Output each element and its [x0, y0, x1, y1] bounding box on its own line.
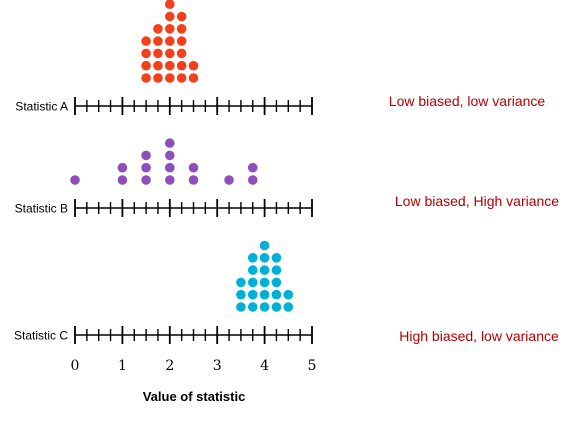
data-dot: [236, 277, 246, 288]
data-dot: [271, 252, 282, 263]
x-tick-label: 0: [71, 358, 80, 374]
data-dot: [247, 277, 258, 288]
data-dot: [259, 289, 270, 300]
data-dot: [247, 252, 258, 263]
row-statistic-a: Statistic A Low biased, low variance: [15, 0, 545, 115]
data-dot: [153, 60, 163, 71]
data-dot: [283, 289, 294, 300]
data-dot: [117, 162, 128, 173]
data-dot: [165, 175, 175, 185]
data-dot: [188, 60, 199, 71]
data-dot: [283, 302, 294, 312]
data-dot: [141, 48, 151, 59]
data-dot: [271, 289, 282, 300]
data-dot: [176, 60, 187, 71]
data-dot: [188, 175, 199, 185]
data-dot: [165, 0, 175, 9]
data-dot: [153, 73, 163, 83]
data-dot: [188, 162, 199, 173]
data-dot: [259, 277, 270, 288]
data-dot: [236, 289, 246, 300]
row-annotation: High biased, low variance: [399, 328, 559, 344]
x-tick-label: 5: [308, 358, 317, 374]
data-dot: [176, 11, 187, 22]
data-dot: [153, 24, 163, 34]
row-label: Statistic A: [15, 100, 68, 114]
data-dot: [141, 150, 151, 161]
x-axis-title: Value of statistic: [143, 389, 246, 404]
data-dot: [165, 60, 175, 71]
row-label: Statistic C: [14, 329, 68, 343]
data-dot: [165, 138, 175, 148]
data-dot: [165, 150, 175, 161]
data-dot: [176, 24, 187, 34]
data-dot: [188, 73, 199, 83]
data-dot: [247, 302, 258, 312]
data-dot: [165, 11, 175, 22]
row-annotation: Low biased, low variance: [389, 93, 546, 109]
data-dot: [165, 162, 175, 173]
data-dot: [259, 265, 270, 275]
x-tick-label: 3: [213, 358, 222, 374]
data-dot: [141, 175, 151, 185]
data-dot: [247, 175, 258, 185]
data-dot: [224, 175, 234, 185]
data-dot: [176, 73, 187, 83]
data-dot: [271, 277, 282, 288]
data-dot: [165, 36, 175, 46]
data-dot: [271, 302, 282, 312]
data-dot: [176, 48, 187, 59]
x-tick-label: 2: [165, 358, 174, 374]
row-label: Statistic B: [15, 202, 68, 216]
data-dot: [271, 265, 282, 275]
row-annotation: Low biased, High variance: [395, 193, 559, 209]
x-tick-labels: 0 1 2 3 4 5: [71, 358, 317, 374]
data-dot: [165, 48, 175, 59]
dot-plot-rows: Statistic A Low biased, low varianceStati…: [14, 0, 559, 344]
data-dot: [153, 36, 163, 46]
data-dot: [176, 36, 187, 46]
data-dot: [70, 175, 80, 185]
data-dot: [165, 73, 175, 83]
row-statistic-c: Statistic C High biased, low variance: [14, 240, 559, 344]
data-dot: [259, 302, 270, 312]
data-dot: [153, 48, 163, 59]
data-dot: [247, 265, 258, 275]
data-dot: [165, 24, 175, 34]
data-dot: [259, 252, 270, 263]
data-dot: [236, 302, 246, 312]
x-tick-label: 1: [118, 358, 127, 374]
data-dot: [247, 162, 258, 173]
data-dot: [141, 162, 151, 173]
data-dot: [141, 73, 151, 83]
data-dot: [141, 36, 151, 46]
data-dot: [259, 240, 270, 251]
data-dot: [247, 289, 258, 300]
data-dot: [141, 60, 151, 71]
row-statistic-b: Statistic B Low biased, High variance: [15, 138, 559, 217]
x-tick-label: 4: [260, 358, 269, 374]
data-dot: [117, 175, 128, 185]
